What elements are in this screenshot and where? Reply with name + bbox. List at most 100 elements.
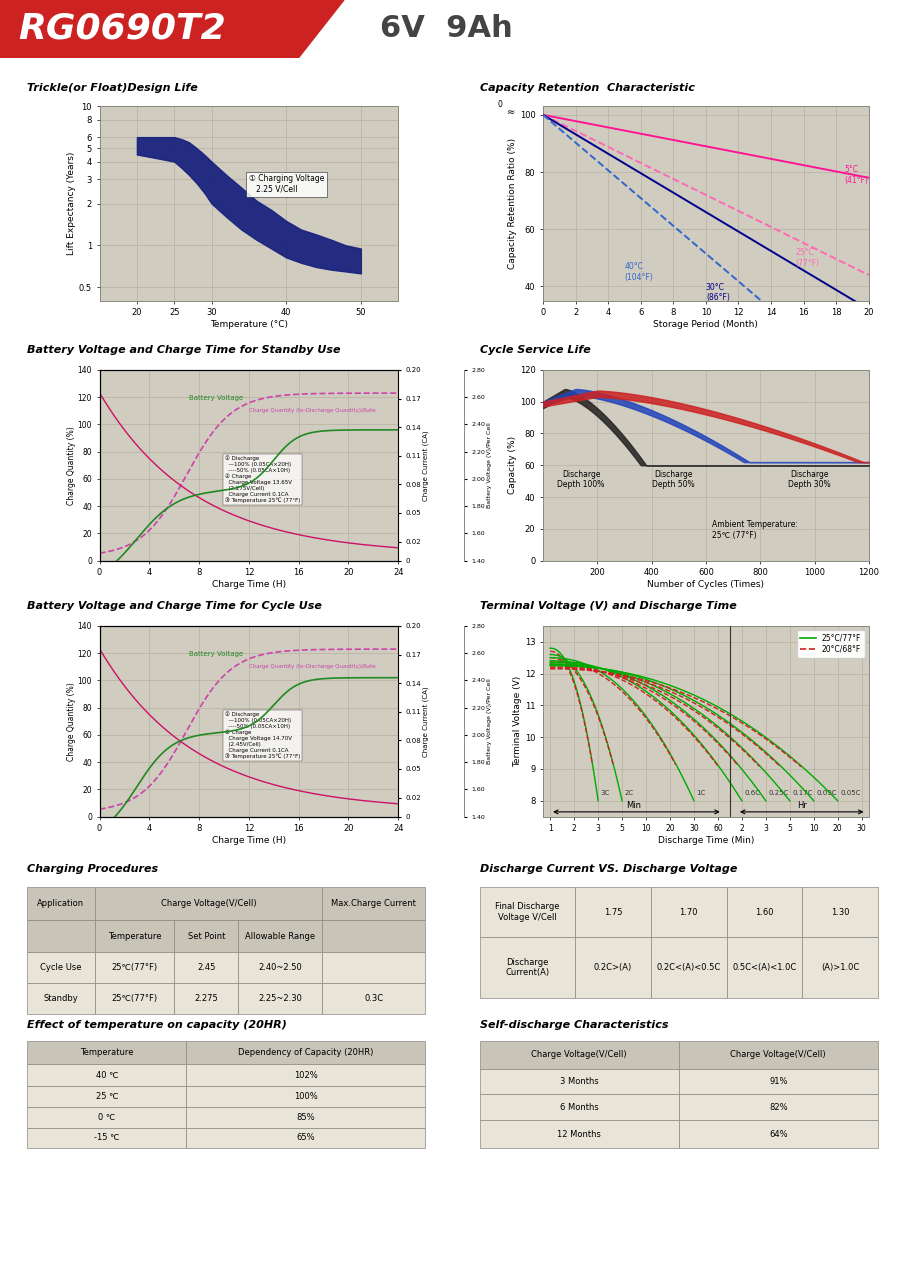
Text: Battery Voltage: Battery Voltage (189, 396, 243, 402)
Bar (27, 983, 95, 1014)
Text: 91%: 91% (769, 1076, 787, 1085)
Bar (27, 1128, 186, 1148)
Text: 40°C
(104°F): 40°C (104°F) (624, 262, 653, 282)
Bar (238, 920, 322, 951)
Text: Application: Application (37, 900, 84, 909)
X-axis label: Charge Time (H): Charge Time (H) (212, 836, 286, 845)
Text: 1.30: 1.30 (831, 908, 849, 916)
Text: Effect of temperature on capacity (20HR): Effect of temperature on capacity (20HR) (27, 1020, 287, 1030)
Bar (679, 1094, 878, 1120)
Text: 6V  9Ah: 6V 9Ah (380, 14, 513, 44)
Bar (238, 951, 322, 983)
Bar (186, 1107, 425, 1128)
Bar (27, 920, 95, 951)
Bar (27, 1085, 186, 1107)
Bar (238, 983, 322, 1014)
Bar (322, 951, 425, 983)
Bar (480, 887, 576, 937)
Bar (27, 887, 95, 920)
Bar (727, 887, 802, 937)
Y-axis label: Battery Voltage (V)/Per Cell: Battery Voltage (V)/Per Cell (487, 678, 491, 764)
Text: Trickle(or Float)Design Life: Trickle(or Float)Design Life (27, 83, 198, 93)
Text: Hr: Hr (796, 801, 806, 810)
X-axis label: Number of Cycles (Times): Number of Cycles (Times) (647, 580, 765, 589)
Text: 82%: 82% (769, 1103, 787, 1112)
Bar (175, 920, 238, 951)
Bar (95, 887, 322, 920)
Text: Battery Voltage and Charge Time for Standby Use: Battery Voltage and Charge Time for Stan… (27, 346, 340, 356)
Text: ≈: ≈ (507, 108, 515, 116)
Text: 2.25~2.30: 2.25~2.30 (258, 993, 302, 1004)
Text: Charge Quantity (to-Discharge Quantity)(Rate: Charge Quantity (to-Discharge Quantity)(… (249, 408, 376, 413)
Text: 1C: 1C (696, 790, 706, 796)
Text: Discharge
Depth 30%: Discharge Depth 30% (787, 470, 831, 489)
X-axis label: Discharge Time (Min): Discharge Time (Min) (658, 836, 754, 845)
Bar (480, 1069, 679, 1094)
Text: 3 Months: 3 Months (560, 1076, 598, 1085)
Bar (95, 951, 175, 983)
Text: Discharge Current VS. Discharge Voltage: Discharge Current VS. Discharge Voltage (480, 864, 737, 874)
Text: Final Discharge
Voltage V/Cell: Final Discharge Voltage V/Cell (495, 902, 559, 922)
Bar (175, 983, 238, 1014)
Text: Max.Charge Current: Max.Charge Current (331, 900, 416, 909)
Text: RG0690T2: RG0690T2 (18, 12, 226, 46)
Bar (679, 1120, 878, 1148)
Text: 6 Months: 6 Months (560, 1103, 598, 1112)
Text: Battery Voltage and Charge Time for Cycle Use: Battery Voltage and Charge Time for Cycl… (27, 602, 322, 612)
Text: Self-discharge Characteristics: Self-discharge Characteristics (480, 1020, 668, 1030)
Text: 0.05C: 0.05C (840, 790, 861, 796)
Y-axis label: Terminal Voltage (V): Terminal Voltage (V) (513, 676, 522, 767)
Text: Charging Procedures: Charging Procedures (27, 864, 158, 874)
Bar (186, 1128, 425, 1148)
X-axis label: Storage Period (Month): Storage Period (Month) (653, 320, 758, 329)
Text: 2.275: 2.275 (195, 993, 218, 1004)
Bar (576, 887, 651, 937)
Text: 25°C
(77°F): 25°C (77°F) (795, 248, 820, 268)
Bar (27, 1041, 186, 1064)
Bar (480, 1041, 679, 1069)
Text: 100%: 100% (294, 1092, 318, 1101)
Y-axis label: Charge Quantity (%): Charge Quantity (%) (67, 682, 76, 760)
Polygon shape (0, 0, 344, 58)
Bar (679, 1069, 878, 1094)
Text: Charge Voltage(V/Cell): Charge Voltage(V/Cell) (531, 1050, 627, 1059)
Text: Discharge
Depth 100%: Discharge Depth 100% (557, 470, 605, 489)
Text: 3C: 3C (601, 790, 610, 796)
Text: Charge Voltage(V/Cell): Charge Voltage(V/Cell) (160, 900, 256, 909)
Text: 0.2C>(A): 0.2C>(A) (594, 964, 633, 973)
Bar (322, 920, 425, 951)
Text: Terminal Voltage (V) and Discharge Time: Terminal Voltage (V) and Discharge Time (480, 602, 737, 612)
Y-axis label: Charge Current (CA): Charge Current (CA) (423, 686, 430, 756)
Y-axis label: Capacity (%): Capacity (%) (508, 436, 517, 494)
Bar (679, 1041, 878, 1069)
Text: Min: Min (626, 801, 642, 810)
Text: 0.5C<(A)<1.0C: 0.5C<(A)<1.0C (732, 964, 796, 973)
Bar (175, 951, 238, 983)
Text: 12 Months: 12 Months (557, 1130, 601, 1139)
Bar (802, 887, 878, 937)
Y-axis label: Lift Expectancy (Years): Lift Expectancy (Years) (67, 152, 76, 255)
Text: 0.2C<(A)<0.5C: 0.2C<(A)<0.5C (657, 964, 720, 973)
Y-axis label: Battery Voltage (V)/Per Cell: Battery Voltage (V)/Per Cell (487, 422, 491, 508)
Text: 2.40~2.50: 2.40~2.50 (258, 963, 302, 972)
Text: 25 ℃: 25 ℃ (96, 1092, 118, 1101)
Text: Temperature: Temperature (108, 932, 161, 941)
Bar (651, 887, 727, 937)
Text: 2C: 2C (624, 790, 633, 796)
Text: 1.70: 1.70 (680, 908, 698, 916)
Bar (27, 1064, 186, 1085)
Text: ① Discharge
  —100% (0.05CA×20H)
  ----50% (0.05CA×10H)
② Charge
  Charge Voltag: ① Discharge —100% (0.05CA×20H) ----50% (… (225, 456, 300, 503)
Text: Dependency of Capacity (20HR): Dependency of Capacity (20HR) (238, 1048, 374, 1057)
Text: 25℃(77°F): 25℃(77°F) (111, 963, 157, 972)
Text: 0 ℃: 0 ℃ (98, 1114, 116, 1123)
Bar (186, 1064, 425, 1085)
Y-axis label: Charge Current (CA): Charge Current (CA) (423, 430, 430, 500)
X-axis label: Charge Time (H): Charge Time (H) (212, 580, 286, 589)
Bar (322, 983, 425, 1014)
Bar (27, 951, 95, 983)
Bar (95, 983, 175, 1014)
Bar (95, 920, 175, 951)
X-axis label: Temperature (°C): Temperature (°C) (210, 320, 288, 329)
Text: 25℃(77°F): 25℃(77°F) (111, 993, 157, 1004)
Text: 64%: 64% (769, 1130, 787, 1139)
